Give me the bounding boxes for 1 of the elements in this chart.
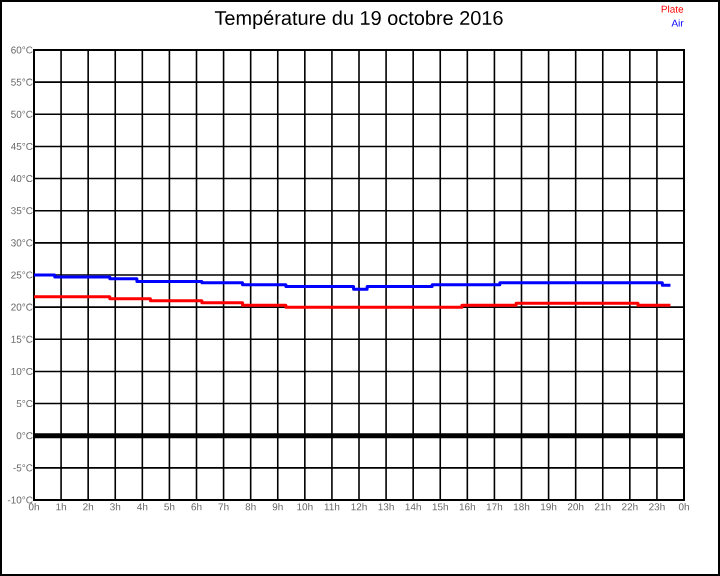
chart-title: Température du 19 octobre 2016: [214, 10, 503, 29]
